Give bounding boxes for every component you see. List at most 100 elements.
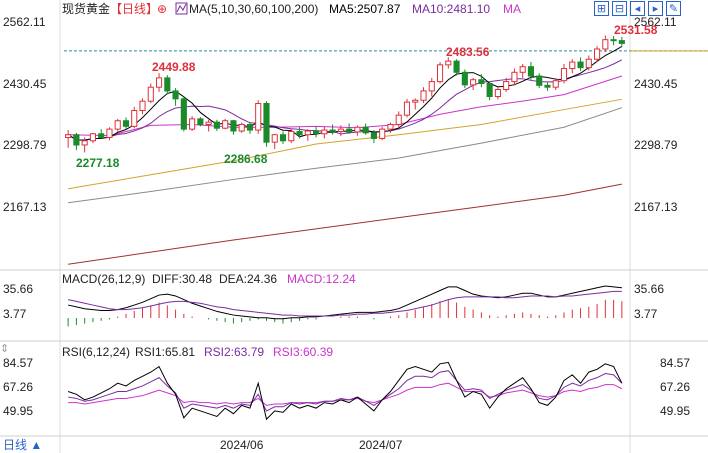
- price-axis-left-3: 2298.79: [3, 138, 47, 152]
- candle-body-31: [321, 129, 328, 135]
- annotation-high-1: 2449.88: [152, 60, 196, 74]
- candle-body-58: [544, 84, 551, 88]
- candle-body-65: [602, 39, 609, 50]
- annotation-high-2: 2483.56: [446, 45, 490, 59]
- candle-body-39: [387, 123, 394, 130]
- candle-body-3: [89, 133, 96, 142]
- candle-body-63: [585, 58, 592, 69]
- candle-body-45: [436, 64, 444, 83]
- macd-axis-left-2: 3.77: [3, 307, 27, 321]
- indicator-icon[interactable]: [175, 2, 188, 15]
- ma-more-value: MA: [503, 2, 521, 16]
- candle-body-59: [552, 80, 559, 88]
- left-icon[interactable]: ◂: [630, 1, 645, 16]
- period-label[interactable]: 【日线】: [110, 2, 158, 16]
- rsi-axis-left-1: 84.57: [3, 356, 33, 370]
- macd-axis-right-1: 35.66: [634, 282, 664, 296]
- macd-diff-value: DIFF:30.48: [152, 272, 212, 286]
- rsi-title: RSI(6,12,24): [62, 345, 130, 359]
- rsi-axis-right-2: 67.26: [660, 380, 690, 394]
- rsi2-line: [68, 370, 623, 412]
- candle-body-30: [313, 130, 320, 135]
- price-axis-left-4: 2167.13: [3, 200, 47, 214]
- candle-body-9: [139, 100, 146, 111]
- candle-body-14: [180, 98, 187, 130]
- candle-body-50: [478, 79, 485, 84]
- candle-body-37: [370, 132, 377, 139]
- candle-body-20: [230, 120, 237, 132]
- candle-body-43: [420, 90, 427, 101]
- price-axis-right-4: 2167.13: [634, 200, 678, 214]
- candle-body-15: [189, 118, 196, 130]
- candle-body-36: [362, 126, 369, 134]
- candle-body-2: [81, 140, 88, 146]
- indicator-icon-line: [176, 3, 187, 13]
- candle-body-0: [65, 134, 72, 139]
- rsi1-line: [67, 361, 623, 421]
- candle-body-32: [329, 129, 336, 132]
- settings-icon[interactable]: ✎: [666, 1, 681, 16]
- candle-body-7: [122, 120, 130, 127]
- candle-body-49: [470, 79, 477, 86]
- ma-indicator-title: MA(5,10,30,60,100,200): [189, 2, 318, 16]
- annotation-low-2: 2286.68: [224, 152, 268, 166]
- candle-body-22: [246, 123, 254, 131]
- candle-body-34: [346, 128, 353, 133]
- candle-body-52: [494, 89, 501, 98]
- date-label-june: 2024/06: [220, 438, 264, 452]
- ma60-line: [68, 75, 623, 137]
- macd-axis-left-1: 35.66: [3, 282, 33, 296]
- macd-axis-right-2: 3.77: [634, 307, 658, 321]
- period-button[interactable]: 日线 ▲: [0, 437, 51, 453]
- ma5-line: [67, 45, 623, 141]
- price-axis-right-2: 2430.45: [634, 77, 678, 91]
- candle-body-61: [569, 61, 576, 70]
- ma10-value: MA10:2481.10: [412, 2, 490, 16]
- rsi2-value: RSI2:63.79: [204, 345, 264, 359]
- candle-body-55: [519, 66, 526, 73]
- candle-body-40: [395, 114, 402, 125]
- panel-resize-icon[interactable]: ⇕: [0, 342, 9, 355]
- candle-body-18: [213, 121, 220, 129]
- macd-dea-line: [68, 290, 622, 317]
- ma10-line: [67, 59, 623, 141]
- candle-body-54: [511, 71, 518, 83]
- rsi-axis-left-3: 49.95: [3, 404, 33, 418]
- candle-body-67: [618, 40, 625, 44]
- candle-body-16: [197, 118, 204, 125]
- candle-body-10: [147, 86, 154, 102]
- candle-body-48: [461, 71, 468, 86]
- candle-body-11: [155, 77, 163, 88]
- candle-body-12: [164, 77, 171, 92]
- candle-body-5: [106, 128, 113, 139]
- candle-body-46: [445, 60, 452, 66]
- rsi-axis-left-2: 67.26: [3, 380, 33, 394]
- shrink-icon[interactable]: ⊟: [612, 1, 627, 16]
- expand-icon[interactable]: ⊞: [594, 1, 609, 16]
- candle-body-17: [205, 121, 212, 125]
- rsi-axis-right-3: 49.95: [660, 404, 690, 418]
- macd-hist-value: MACD:12.24: [287, 272, 356, 286]
- candle-body-29: [304, 130, 311, 136]
- price-axis-left-1: 2562.11: [3, 15, 46, 29]
- settings-circle-icon[interactable]: ⊕: [157, 2, 167, 16]
- candle-body-1: [73, 134, 80, 146]
- rsi3-line: [68, 382, 623, 406]
- candle-body-53: [503, 81, 510, 91]
- candle-body-35: [354, 126, 361, 133]
- price-axis-left-2: 2430.45: [3, 77, 47, 91]
- right-icon[interactable]: ▸: [648, 1, 663, 16]
- candle-body-25: [271, 134, 278, 143]
- candle-body-4: [98, 133, 105, 139]
- date-label-july: 2024/07: [359, 438, 403, 452]
- price-axis-right-3: 2298.79: [634, 138, 678, 152]
- candle-body-27: [288, 130, 295, 142]
- rsi3-value: RSI3:60.39: [273, 345, 333, 359]
- macd-title: MACD(26,12,9): [62, 272, 145, 286]
- ma200-line: [68, 183, 622, 265]
- rsi1-value: RSI1:65.81: [135, 345, 195, 359]
- candle-body-57: [536, 75, 543, 86]
- candle-body-64: [594, 48, 601, 60]
- candle-body-26: [279, 134, 287, 142]
